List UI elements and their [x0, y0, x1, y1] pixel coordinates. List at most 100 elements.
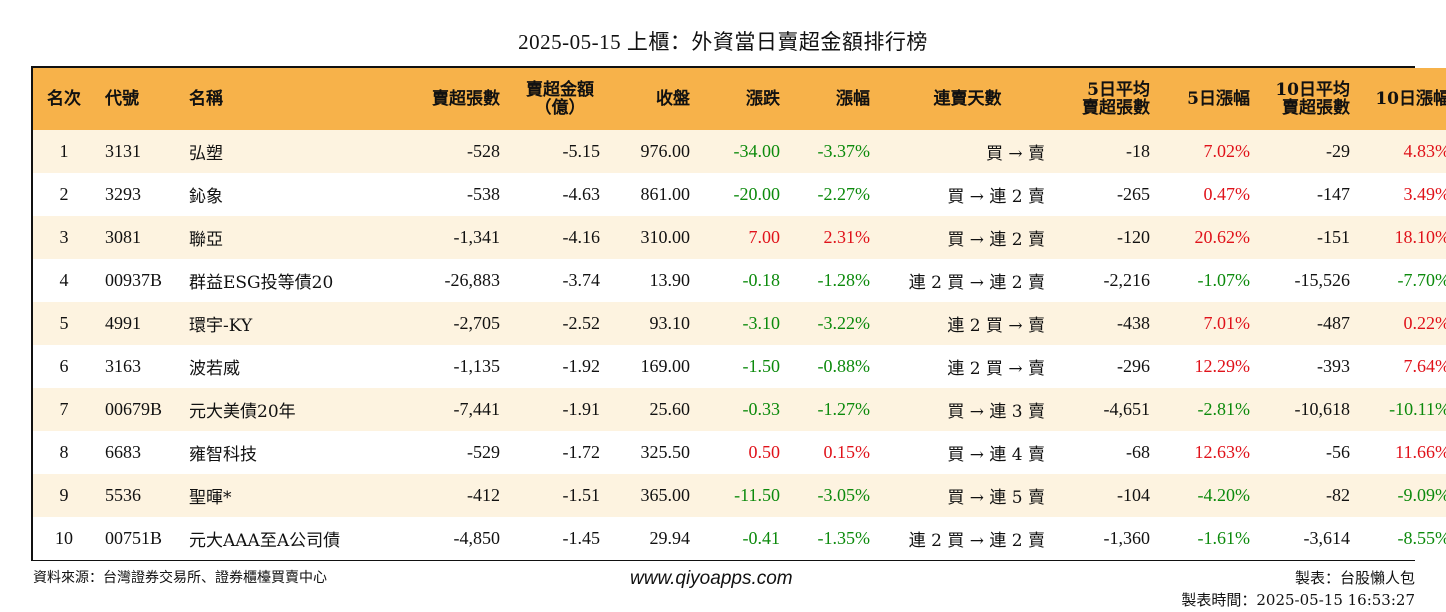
change-pct-cell: 0.15%	[823, 442, 871, 462]
table-row: 8 6683 雍智科技 -529 -1.72 325.50 0.50 0.15%…	[33, 431, 1446, 474]
close-cell: 13.90	[649, 270, 691, 290]
amount-cell: -4.63	[562, 184, 601, 204]
rank-cell: 1	[59, 141, 69, 161]
header-rank: 名次	[47, 89, 81, 109]
rank-cell: 7	[59, 399, 69, 419]
change-pct-cell: -3.37%	[817, 141, 871, 161]
name-cell: 聖暉*	[189, 488, 232, 508]
change-pct-cell: -2.27%	[817, 184, 871, 204]
chg5-cell: 12.63%	[1194, 442, 1251, 462]
lots-cell: -1,341	[453, 227, 501, 247]
chg10-cell: 3.49%	[1403, 184, 1446, 204]
chg5-cell: -1.07%	[1197, 270, 1251, 290]
rank-cell: 9	[59, 485, 69, 505]
avg5-cell: -68	[1126, 442, 1150, 462]
streak-cell: 買 → 連 4 賣	[947, 445, 1045, 465]
change-pct-cell: -1.35%	[817, 528, 871, 548]
rank-cell: 6	[59, 356, 69, 376]
lots-cell: -412	[467, 485, 500, 505]
change-pct-cell: -0.88%	[817, 356, 871, 376]
lots-cell: -528	[467, 141, 500, 161]
amount-cell: -2.52	[562, 313, 601, 333]
credits: 製表：台股懶人包 製表時間：2025-05-15 16:53:27	[1181, 567, 1415, 611]
close-cell: 169.00	[640, 356, 691, 376]
amount-cell: -1.51	[562, 485, 601, 505]
avg10-cell: -151	[1317, 227, 1350, 247]
chg10-cell: 7.64%	[1403, 356, 1446, 376]
rank-cell: 3	[59, 227, 69, 247]
change-cell: 0.50	[748, 442, 781, 462]
header-avg10: 10日平均 賣超張數	[1260, 68, 1360, 130]
avg5-cell: -296	[1117, 356, 1150, 376]
ranking-table: 名次 代號 名稱 賣超張數 賣超金額 （億） 收盤 漲跌 漲幅 連賣天數 5日平…	[33, 68, 1446, 560]
streak-cell: 買 → 連 3 賣	[947, 402, 1045, 422]
table-row: 5 4991 環宇-KY -2,705 -2.52 93.10 -3.10 -3…	[33, 302, 1446, 345]
lots-cell: -7,441	[453, 399, 501, 419]
change-cell: -3.10	[742, 313, 781, 333]
avg10-cell: -56	[1326, 442, 1350, 462]
header-avg10-line2: 賣超張數	[1282, 98, 1350, 118]
avg5-cell: -4,651	[1103, 399, 1151, 419]
close-cell: 365.00	[640, 485, 691, 505]
header-avg5: 5日平均 賣超張數	[1055, 68, 1160, 130]
table-row: 10 00751B 元大AAA至A公司債 -4,850 -1.45 29.94 …	[33, 517, 1446, 560]
name-cell: 鈊象	[189, 187, 223, 207]
chg10-cell: -7.70%	[1397, 270, 1446, 290]
avg10-cell: -29	[1326, 141, 1350, 161]
change-cell: -11.50	[734, 485, 780, 505]
avg5-cell: -2,216	[1103, 270, 1151, 290]
close-cell: 29.94	[649, 528, 691, 548]
chg5-cell: -1.61%	[1197, 528, 1251, 548]
lots-cell: -26,883	[444, 270, 501, 290]
change-cell: 7.00	[748, 227, 781, 247]
rank-cell: 10	[55, 528, 73, 548]
table-row: 2 3293 鈊象 -538 -4.63 861.00 -20.00 -2.27…	[33, 173, 1446, 216]
code-cell: 3293	[105, 184, 141, 204]
amount-cell: -1.45	[562, 528, 601, 548]
change-cell: -1.50	[742, 356, 781, 376]
rank-cell: 8	[59, 442, 69, 462]
chg5-cell: -4.20%	[1197, 485, 1251, 505]
table-row: 3 3081 聯亞 -1,341 -4.16 310.00 7.00 2.31%…	[33, 216, 1446, 259]
code-cell: 3131	[105, 141, 141, 161]
code-cell: 3081	[105, 227, 141, 247]
rank-cell: 5	[59, 313, 69, 333]
table-row: 7 00679B 元大美債20年 -7,441 -1.91 25.60 -0.3…	[33, 388, 1446, 431]
website-link[interactable]: www.qiyoapps.com	[630, 568, 793, 589]
name-cell: 波若威	[189, 359, 240, 379]
avg10-cell: -487	[1317, 313, 1350, 333]
chg5-cell: 20.62%	[1194, 227, 1251, 247]
header-change: 漲跌	[746, 89, 780, 109]
header-avg5-line2: 賣超張數	[1082, 98, 1150, 118]
chg5-cell: 0.47%	[1203, 184, 1251, 204]
header-code: 代號	[105, 89, 139, 109]
header-name: 名稱	[189, 89, 223, 109]
avg10-cell: -15,526	[1294, 270, 1351, 290]
avg5-cell: -1,360	[1103, 528, 1151, 548]
amount-cell: -4.16	[562, 227, 601, 247]
header-change-pct: 漲幅	[836, 89, 870, 109]
lots-cell: -529	[467, 442, 500, 462]
avg5-cell: -120	[1117, 227, 1150, 247]
close-cell: 93.10	[649, 313, 691, 333]
chg5-cell: 7.02%	[1203, 141, 1251, 161]
amount-cell: -5.15	[562, 141, 601, 161]
made-time: 製表時間：2025-05-15 16:53:27	[1181, 591, 1415, 609]
amount-cell: -1.91	[562, 399, 601, 419]
streak-cell: 連 2 買 → 賣	[947, 359, 1045, 379]
close-cell: 25.60	[649, 399, 691, 419]
lots-cell: -1,135	[453, 356, 501, 376]
chg5-cell: -2.81%	[1197, 399, 1251, 419]
name-cell: 元大AAA至A公司債	[189, 531, 341, 551]
header-avg10-line1: 10日平均	[1275, 80, 1350, 100]
change-pct-cell: 2.31%	[823, 227, 871, 247]
streak-cell: 連 2 買 → 賣	[947, 316, 1045, 336]
streak-cell: 買 → 連 2 賣	[947, 230, 1045, 250]
close-cell: 976.00	[640, 141, 691, 161]
table-row: 1 3131 弘塑 -528 -5.15 976.00 -34.00 -3.37…	[33, 130, 1446, 173]
table-header: 名次 代號 名稱 賣超張數 賣超金額 （億） 收盤 漲跌 漲幅 連賣天數 5日平…	[33, 68, 1446, 130]
streak-cell: 買 → 連 2 賣	[947, 187, 1045, 207]
change-pct-cell: -3.22%	[817, 313, 871, 333]
amount-cell: -1.92	[562, 356, 601, 376]
header-net-sell-lots: 賣超張數	[432, 89, 500, 109]
